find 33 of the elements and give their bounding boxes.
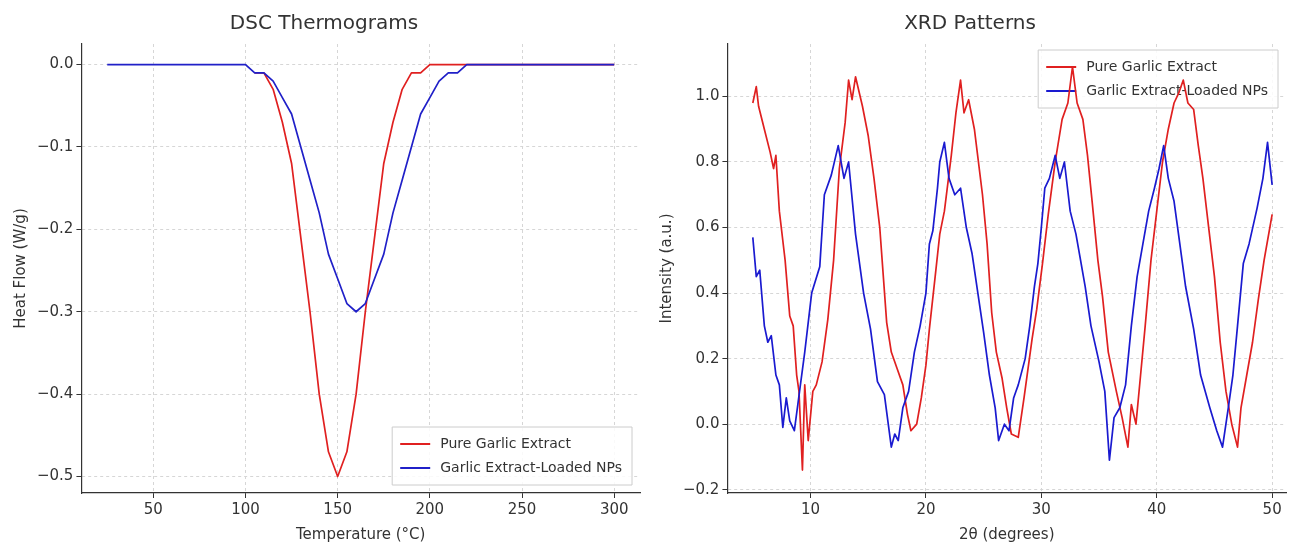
x-tick-label: 30: [1031, 499, 1051, 518]
y-tick-label: −0.2: [682, 479, 720, 498]
y-axis-title: Intensity (a.u.): [656, 213, 675, 324]
y-tick-label: −0.5: [36, 466, 74, 485]
x-axis-title: 2θ (degrees): [958, 524, 1055, 543]
x-tick-label: 200: [415, 499, 445, 518]
y-tick-label: 0.2: [695, 348, 720, 367]
y-tick-label: 1.0: [695, 86, 720, 105]
y-tick-label: −0.1: [36, 136, 74, 155]
x-tick-label: 250: [507, 499, 537, 518]
y-tick-label: 0.6: [695, 217, 720, 236]
y-tick-label: 0.4: [695, 282, 720, 301]
x-axis-title: Temperature (°C): [294, 524, 426, 543]
x-tick-label: 150: [323, 499, 352, 518]
x-tick-label: 20: [916, 499, 936, 518]
y-tick-label: −0.2: [36, 219, 74, 238]
y-tick-label: 0.8: [695, 151, 720, 170]
chart-title: DSC Thermograms: [229, 10, 419, 35]
x-tick-label: 50: [1262, 499, 1282, 518]
legend-label: Pure Garlic Extract: [1086, 57, 1218, 74]
legend-label: Garlic Extract-Loaded NPs: [440, 458, 623, 475]
y-axis-title: Heat Flow (W/g): [10, 208, 29, 329]
x-tick-label: 10: [800, 499, 821, 518]
y-tick-label: 0.0: [49, 54, 74, 73]
legend-label: Pure Garlic Extract: [440, 434, 572, 451]
y-tick-label: −0.4: [36, 384, 74, 403]
chart-title: XRD Patterns: [904, 10, 1036, 35]
x-tick-label: 40: [1147, 499, 1167, 518]
x-tick-label: 300: [599, 499, 629, 518]
y-tick-label: −0.3: [36, 301, 74, 320]
y-tick-label: 0.0: [695, 414, 720, 433]
x-tick-label: 50: [143, 499, 163, 518]
x-tick-label: 100: [231, 499, 260, 518]
